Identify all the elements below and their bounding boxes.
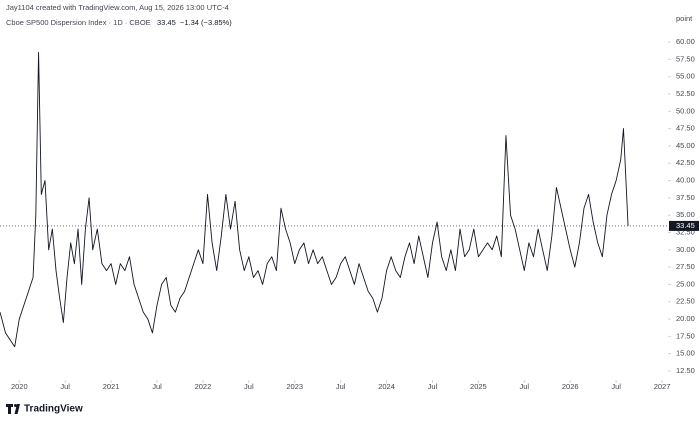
legend-change: −1.34 (−3.85%) [180,18,232,27]
x-tick-label: Jul [520,382,530,391]
credit: Jay1104 created with TradingView.com, Au… [6,3,229,12]
x-tick-label: Jul [152,382,162,391]
y-tick-label: 37.50 [676,193,695,202]
brand: TradingView [24,404,83,415]
logo [6,404,20,414]
x-tick-label: 2024 [378,382,395,391]
y-tick-label: 57.50 [676,54,695,63]
y-tick-label: 27.50 [676,262,695,271]
y-tick-label: 32.50 [676,227,695,236]
x-tick-label: Jul [336,382,346,391]
y-tick-label: 47.50 [676,124,695,133]
y-tick-label: 15.00 [676,349,695,358]
last-price-label: 33.45 [676,221,695,230]
y-tick-label: 35.00 [676,210,695,219]
y-tick-label: 22.50 [676,297,695,306]
x-tick-label: Jul [60,382,70,391]
y-tick-label: 45.00 [676,141,695,150]
y-tick-label: 60.00 [676,37,695,46]
last-price-box [669,220,699,231]
y-tick-label: 12.50 [676,366,695,375]
legend-last: 33.45 [157,18,176,27]
x-tick-label: 2021 [103,382,120,391]
x-tick-label: Jul [244,382,254,391]
y-tick-label: 50.00 [676,106,695,115]
x-tick-label: 2023 [286,382,303,391]
x-tick-label: 2022 [195,382,212,391]
y-tick-label: 25.00 [676,279,695,288]
y-tick-label: 17.50 [676,331,695,340]
y-tick-label: 40.00 [676,176,695,185]
x-tick-label: Jul [611,382,621,391]
x-tick-label: 2027 [654,382,671,391]
y-axis-label: point [676,14,693,23]
y-tick-label: 55.00 [676,72,695,81]
x-tick-label: 2025 [470,382,487,391]
price-line [0,51,629,348]
y-tick-label: 42.50 [676,158,695,167]
legend-symbol: Cboe SP500 Dispersion Index · 1D · CBOE [6,18,151,27]
x-tick-label: 2026 [562,382,579,391]
y-tick-label: 20.00 [676,314,695,323]
x-tick-label: Jul [428,382,438,391]
y-tick-label: 52.50 [676,89,695,98]
y-tick-label: 30.00 [676,245,695,254]
x-tick-label: 2020 [11,382,28,391]
